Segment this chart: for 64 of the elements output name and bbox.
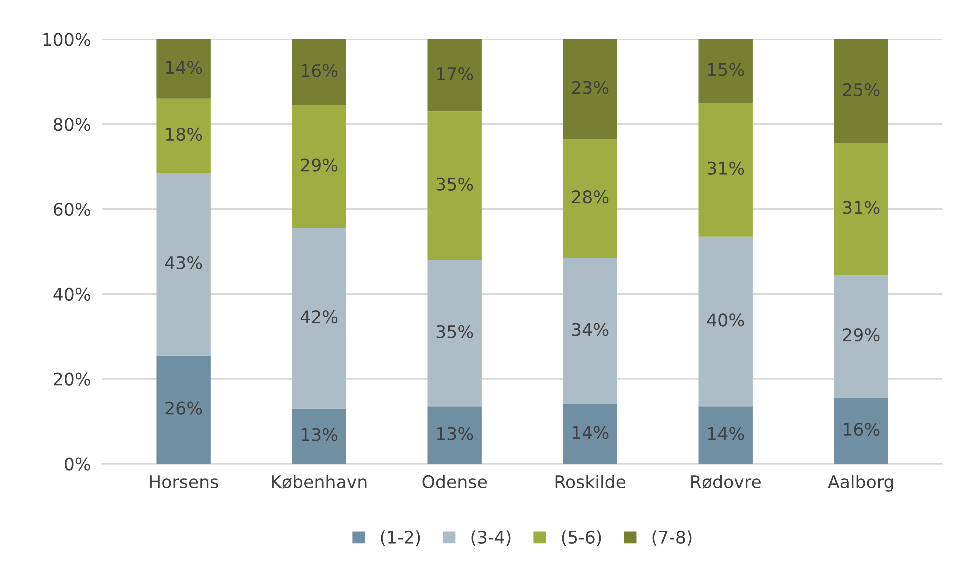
x-tick-label: Horsens — [150, 476, 218, 489]
bar — [156, 173, 211, 356]
data-label: 14% — [708, 427, 744, 440]
bar — [156, 39, 211, 99]
x-tick-label: Rødovre — [692, 475, 761, 490]
data-label: 14% — [572, 426, 609, 440]
data-label: 29% — [301, 158, 338, 172]
data-label: 23% — [572, 81, 609, 94]
data-label: 26% — [166, 402, 202, 415]
bar — [292, 228, 346, 409]
data-label: 35% — [436, 325, 474, 338]
bar — [428, 112, 482, 260]
data-label: 34% — [572, 323, 609, 336]
legend-label: (7-8) — [652, 530, 692, 546]
bar — [428, 39, 482, 112]
bar — [698, 39, 753, 104]
x-tick-label: Roskilde — [556, 475, 626, 489]
y-tick-label: 20% — [54, 372, 90, 386]
data-label: 42% — [300, 310, 338, 324]
data-label: 31% — [708, 162, 744, 176]
data-label: 15% — [708, 63, 744, 76]
bar — [563, 404, 618, 464]
data-label: 17% — [437, 67, 474, 81]
bar — [698, 236, 753, 407]
legend-label: (3-4) — [472, 530, 511, 546]
bar — [563, 39, 618, 140]
bar — [698, 406, 753, 464]
data-label: 16% — [844, 423, 880, 436]
data-label: 29% — [843, 328, 880, 342]
data-label: 43% — [165, 256, 202, 270]
data-label: 16% — [302, 64, 338, 78]
y-tick-label: 80% — [54, 118, 90, 132]
data-label: 14% — [166, 61, 202, 74]
bar — [834, 275, 888, 398]
bar — [156, 98, 211, 174]
data-label: 13% — [302, 428, 338, 442]
bar — [834, 398, 888, 464]
bar — [834, 39, 888, 144]
data-label: 18% — [166, 128, 202, 142]
y-tick-label: 40% — [54, 288, 90, 302]
legend-label: (5-6) — [562, 530, 602, 546]
y-tick-label: 0% — [65, 458, 90, 471]
bar — [698, 103, 753, 237]
y-tick-label: 60% — [54, 202, 90, 216]
x-tick-label: København — [272, 475, 367, 490]
data-label: 31% — [843, 201, 880, 214]
bar — [292, 105, 346, 228]
x-tick-label: Aalborg — [828, 475, 894, 492]
bar — [428, 406, 482, 464]
legend-label: (1-2) — [381, 530, 420, 546]
data-label: 25% — [843, 83, 880, 96]
y-tick-label: 100% — [44, 33, 90, 46]
data-label: 40% — [707, 314, 744, 327]
bar — [292, 39, 346, 106]
bar — [428, 260, 482, 407]
data-label: 28% — [572, 190, 609, 204]
data-label: 35% — [436, 178, 474, 191]
bar — [563, 258, 618, 405]
bar — [834, 143, 888, 276]
bar — [563, 139, 618, 258]
x-tick-label: Odense — [422, 475, 487, 489]
bar — [292, 408, 346, 464]
data-label: 13% — [437, 427, 474, 440]
bar — [156, 356, 211, 464]
